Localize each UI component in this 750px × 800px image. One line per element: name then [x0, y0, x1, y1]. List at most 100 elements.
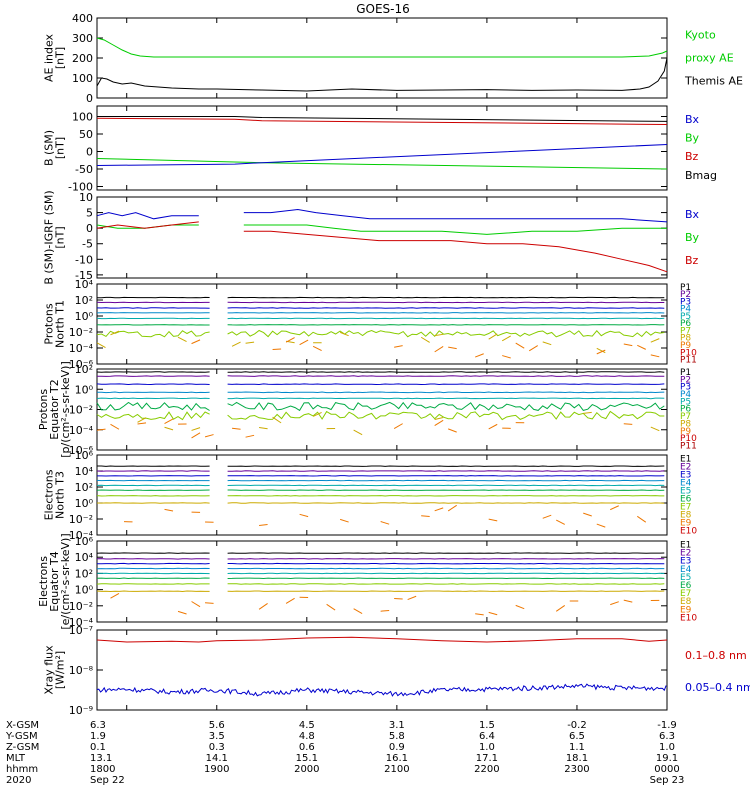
x-axis-value: 18.1 — [566, 753, 588, 764]
legend-entry: P1 — [680, 283, 691, 293]
y-axis-label-line: Protons — [43, 303, 56, 344]
series-fragment-p9 — [596, 349, 606, 355]
series-fragment-p8 — [650, 426, 660, 432]
legend-entry: P5 — [680, 397, 691, 407]
series-fragment-p8 — [191, 427, 201, 431]
y-tick-label: 10⁻⁴ — [69, 616, 94, 629]
series-line-p5 — [227, 397, 665, 400]
y-axis-label-line: Electrons — [37, 556, 50, 607]
series-line-p6 — [96, 401, 210, 411]
series-fragment-p8 — [245, 341, 255, 344]
y-axis-label-line: [nT] — [54, 137, 67, 159]
x-axis-value: 15.1 — [296, 753, 318, 764]
x-axis-value: Sep 23 — [650, 775, 685, 786]
y-tick-label: 10⁻⁴ — [69, 529, 94, 542]
y-tick-label: 10⁶ — [75, 449, 94, 462]
y-tick-label: 10 — [79, 191, 93, 204]
series-fragment-e9 — [610, 505, 619, 511]
y-axis-label: ProtonsEquator T2[p/(cm²-s-sr-keV)] — [37, 361, 72, 458]
series-fragment-e9 — [542, 514, 552, 519]
x-axis-value: 1800 — [90, 764, 115, 775]
series-fragment-p8 — [501, 335, 511, 342]
legend-entry: E6 — [680, 494, 692, 504]
x-axis-row-label: MLT — [6, 753, 26, 764]
legend-entry: E4 — [680, 478, 692, 488]
series-fragment-e9 — [191, 601, 201, 608]
series-line-by — [96, 158, 668, 170]
y-tick-label: 10⁶ — [75, 535, 94, 548]
series-fragment-p9 — [137, 422, 147, 425]
y-tick-label: 10² — [75, 294, 93, 307]
series-fragment-p8 — [312, 411, 322, 417]
series-fragment-p9 — [515, 342, 525, 349]
legend-entry: P2 — [680, 375, 691, 385]
series-line-e3 — [227, 562, 665, 565]
series-fragment-e9 — [164, 508, 174, 512]
panel-bsm: -100 -50 0 50 100 B (SM)[nT] Bx By Bz Bmag — [43, 105, 717, 194]
y-tick-label: 10⁻⁴ — [69, 424, 94, 437]
x-axis-value: 0000 — [654, 764, 679, 775]
series-fragment-p9 — [312, 345, 322, 352]
panel-frame — [96, 196, 668, 279]
y-tick-label: 10⁴ — [75, 465, 94, 478]
series-fragment-p9 — [245, 434, 255, 438]
series-fragment-e9 — [258, 603, 268, 610]
series-line-p1 — [96, 371, 210, 373]
x-axis-value: 0.1 — [90, 742, 106, 753]
legend-entry: E9 — [680, 518, 692, 528]
series-fragment-p9 — [623, 343, 633, 347]
series-line-p7 — [96, 411, 210, 421]
legend-entry: P7 — [680, 326, 691, 336]
figure-title: GOES-16 — [356, 2, 410, 16]
y-tick-label: 100 — [72, 111, 93, 124]
x-axis-row-label: hhmm — [6, 764, 38, 775]
y-tick-label: 100 — [72, 72, 93, 85]
series-fragment-e9 — [421, 515, 430, 517]
y-axis-label: Xray flux[W/m²] — [43, 645, 67, 695]
panel-frame — [96, 454, 668, 536]
legend-entry: E8 — [680, 597, 692, 607]
series-fragment-p8 — [583, 411, 592, 414]
series-fragment-p8 — [259, 427, 268, 430]
series-fragment-e9 — [407, 595, 417, 601]
series-line-e7 — [227, 583, 665, 585]
series-fragment-p9 — [110, 423, 120, 430]
x-axis-value: 1.1 — [569, 742, 585, 753]
series-fragment-e9 — [110, 592, 120, 599]
series-fragment-p9 — [488, 423, 498, 430]
y-tick-label: 0 — [86, 146, 93, 159]
legend-entry: P11 — [680, 442, 697, 452]
series-line-e3 — [96, 562, 210, 565]
series-fragment-p8 — [272, 416, 282, 424]
series-line-bx — [96, 212, 199, 220]
series-fragment-p9 — [434, 345, 444, 353]
legend-entry: E5 — [680, 573, 691, 583]
series-line-e8 — [96, 590, 210, 593]
y-tick-label: 0 — [86, 222, 93, 235]
y-tick-label: 10⁻⁹ — [69, 704, 93, 717]
series-line-bx — [96, 144, 668, 166]
legend-entry: E1 — [680, 540, 691, 550]
series-fragment-p8 — [164, 426, 174, 431]
x-axis-value: 4.5 — [299, 720, 315, 731]
y-tick-label: 300 — [72, 32, 93, 45]
series-line-p3 — [227, 383, 665, 386]
legend-entry: E5 — [680, 486, 691, 496]
legend-entry: P8 — [680, 419, 691, 429]
series-line-e2 — [227, 558, 665, 560]
series-line-themis-ae — [96, 57, 668, 92]
x-axis-value: 6.3 — [659, 731, 675, 742]
x-axis-value: 1900 — [204, 764, 229, 775]
y-tick-label: 10⁻² — [69, 404, 93, 417]
series-fragment-e9 — [475, 613, 484, 616]
series-line-bz — [96, 117, 668, 125]
y-tick-label: 0 — [86, 92, 93, 105]
y-tick-label: 10⁰ — [75, 584, 94, 597]
x-axis-value: 5.6 — [209, 720, 225, 731]
series-line-e1 — [96, 552, 210, 554]
series-line-bz — [243, 230, 668, 273]
x-axis-value: 0.6 — [299, 742, 315, 753]
